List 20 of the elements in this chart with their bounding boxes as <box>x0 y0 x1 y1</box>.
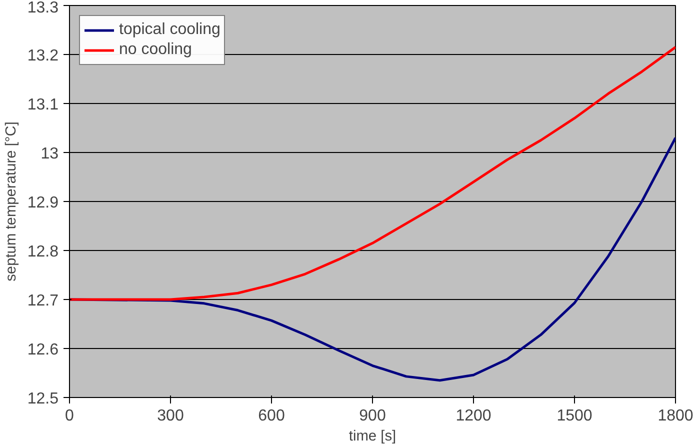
x-axis-title: time [s] <box>348 428 396 444</box>
x-tick-label: 600 <box>258 408 285 424</box>
x-tick-label: 900 <box>359 408 386 424</box>
y-axis-title: septum temperature [°C] <box>3 122 20 282</box>
y-tick-label: 12.9 <box>27 194 59 212</box>
legend-label: no cooling <box>119 41 192 59</box>
y-tick-label: 13.3 <box>27 0 59 16</box>
x-tick-label: 1500 <box>556 408 592 424</box>
y-tick-label: 12.6 <box>27 342 59 358</box>
x-tick-label: 1200 <box>456 408 492 424</box>
y-tick-label: 13 <box>40 146 59 162</box>
y-tick-label: 12.5 <box>27 390 59 408</box>
y-tick-label: 13.1 <box>27 96 59 114</box>
y-tick-label: 12.7 <box>27 292 59 310</box>
x-tick-label: 300 <box>157 408 184 424</box>
legend-label: topical cooling <box>119 21 220 39</box>
y-tick-label: 12.8 <box>27 244 59 260</box>
x-tick-label: 1800 <box>658 408 694 424</box>
y-tick-label: 13.2 <box>27 48 59 64</box>
x-tick-label: 0 <box>65 408 74 424</box>
